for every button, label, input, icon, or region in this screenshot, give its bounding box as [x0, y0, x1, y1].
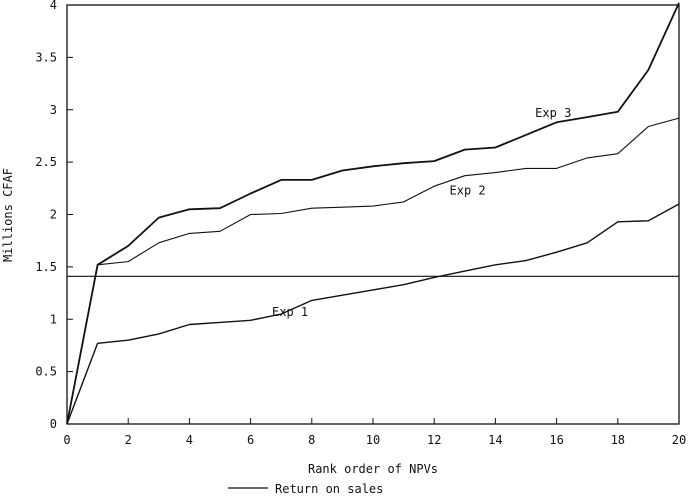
y-axis-ticks: 0 0.5 1 1.5 2 2.5 3 3.5 4	[35, 0, 73, 431]
x-axis-ticks: 0 2 4 6 8 10 12 14 16 18 20	[63, 418, 686, 447]
plot-frame	[66, 4, 680, 425]
y-tick-label: 3	[50, 103, 57, 117]
series-line-exp-3	[66, 2, 680, 425]
y-tick-label: 1	[50, 312, 57, 326]
x-tick-label: 4	[186, 433, 193, 447]
x-tick-label: 6	[247, 433, 254, 447]
y-axis-label: Millions CFAF	[1, 168, 15, 262]
series-labels: Exp 1 Exp 2 Exp 3	[272, 106, 571, 319]
x-tick-label: 20	[672, 433, 686, 447]
series-label-exp-2: Exp 2	[450, 183, 486, 197]
x-tick-label: 16	[549, 433, 563, 447]
legend-label-return-on-sales: Return on sales	[275, 482, 383, 496]
series-lines	[66, 2, 680, 425]
x-tick-label: 18	[611, 433, 625, 447]
legend: Return on sales	[228, 482, 383, 496]
series-line-exp-2	[66, 117, 680, 425]
y-tick-label: 0	[50, 417, 57, 431]
y-tick-label: 0.5	[35, 365, 57, 379]
x-tick-label: 14	[488, 433, 502, 447]
series-label-exp-1: Exp 1	[272, 305, 308, 319]
x-tick-label: 2	[125, 433, 132, 447]
x-tick-label: 0	[63, 433, 70, 447]
x-axis-label: Rank order of NPVs	[308, 462, 438, 476]
y-tick-label: 2.5	[35, 155, 57, 169]
plot-border	[66, 4, 680, 425]
x-tick-label: 10	[366, 433, 380, 447]
y-tick-label: 4	[50, 0, 57, 12]
x-tick-label: 12	[427, 433, 441, 447]
series-label-exp-3: Exp 3	[535, 106, 571, 120]
y-tick-label: 2	[50, 208, 57, 222]
y-tick-label: 3.5	[35, 50, 57, 64]
y-tick-label: 1.5	[35, 260, 57, 274]
x-tick-label: 8	[308, 433, 315, 447]
series-line-exp-1	[66, 203, 680, 425]
